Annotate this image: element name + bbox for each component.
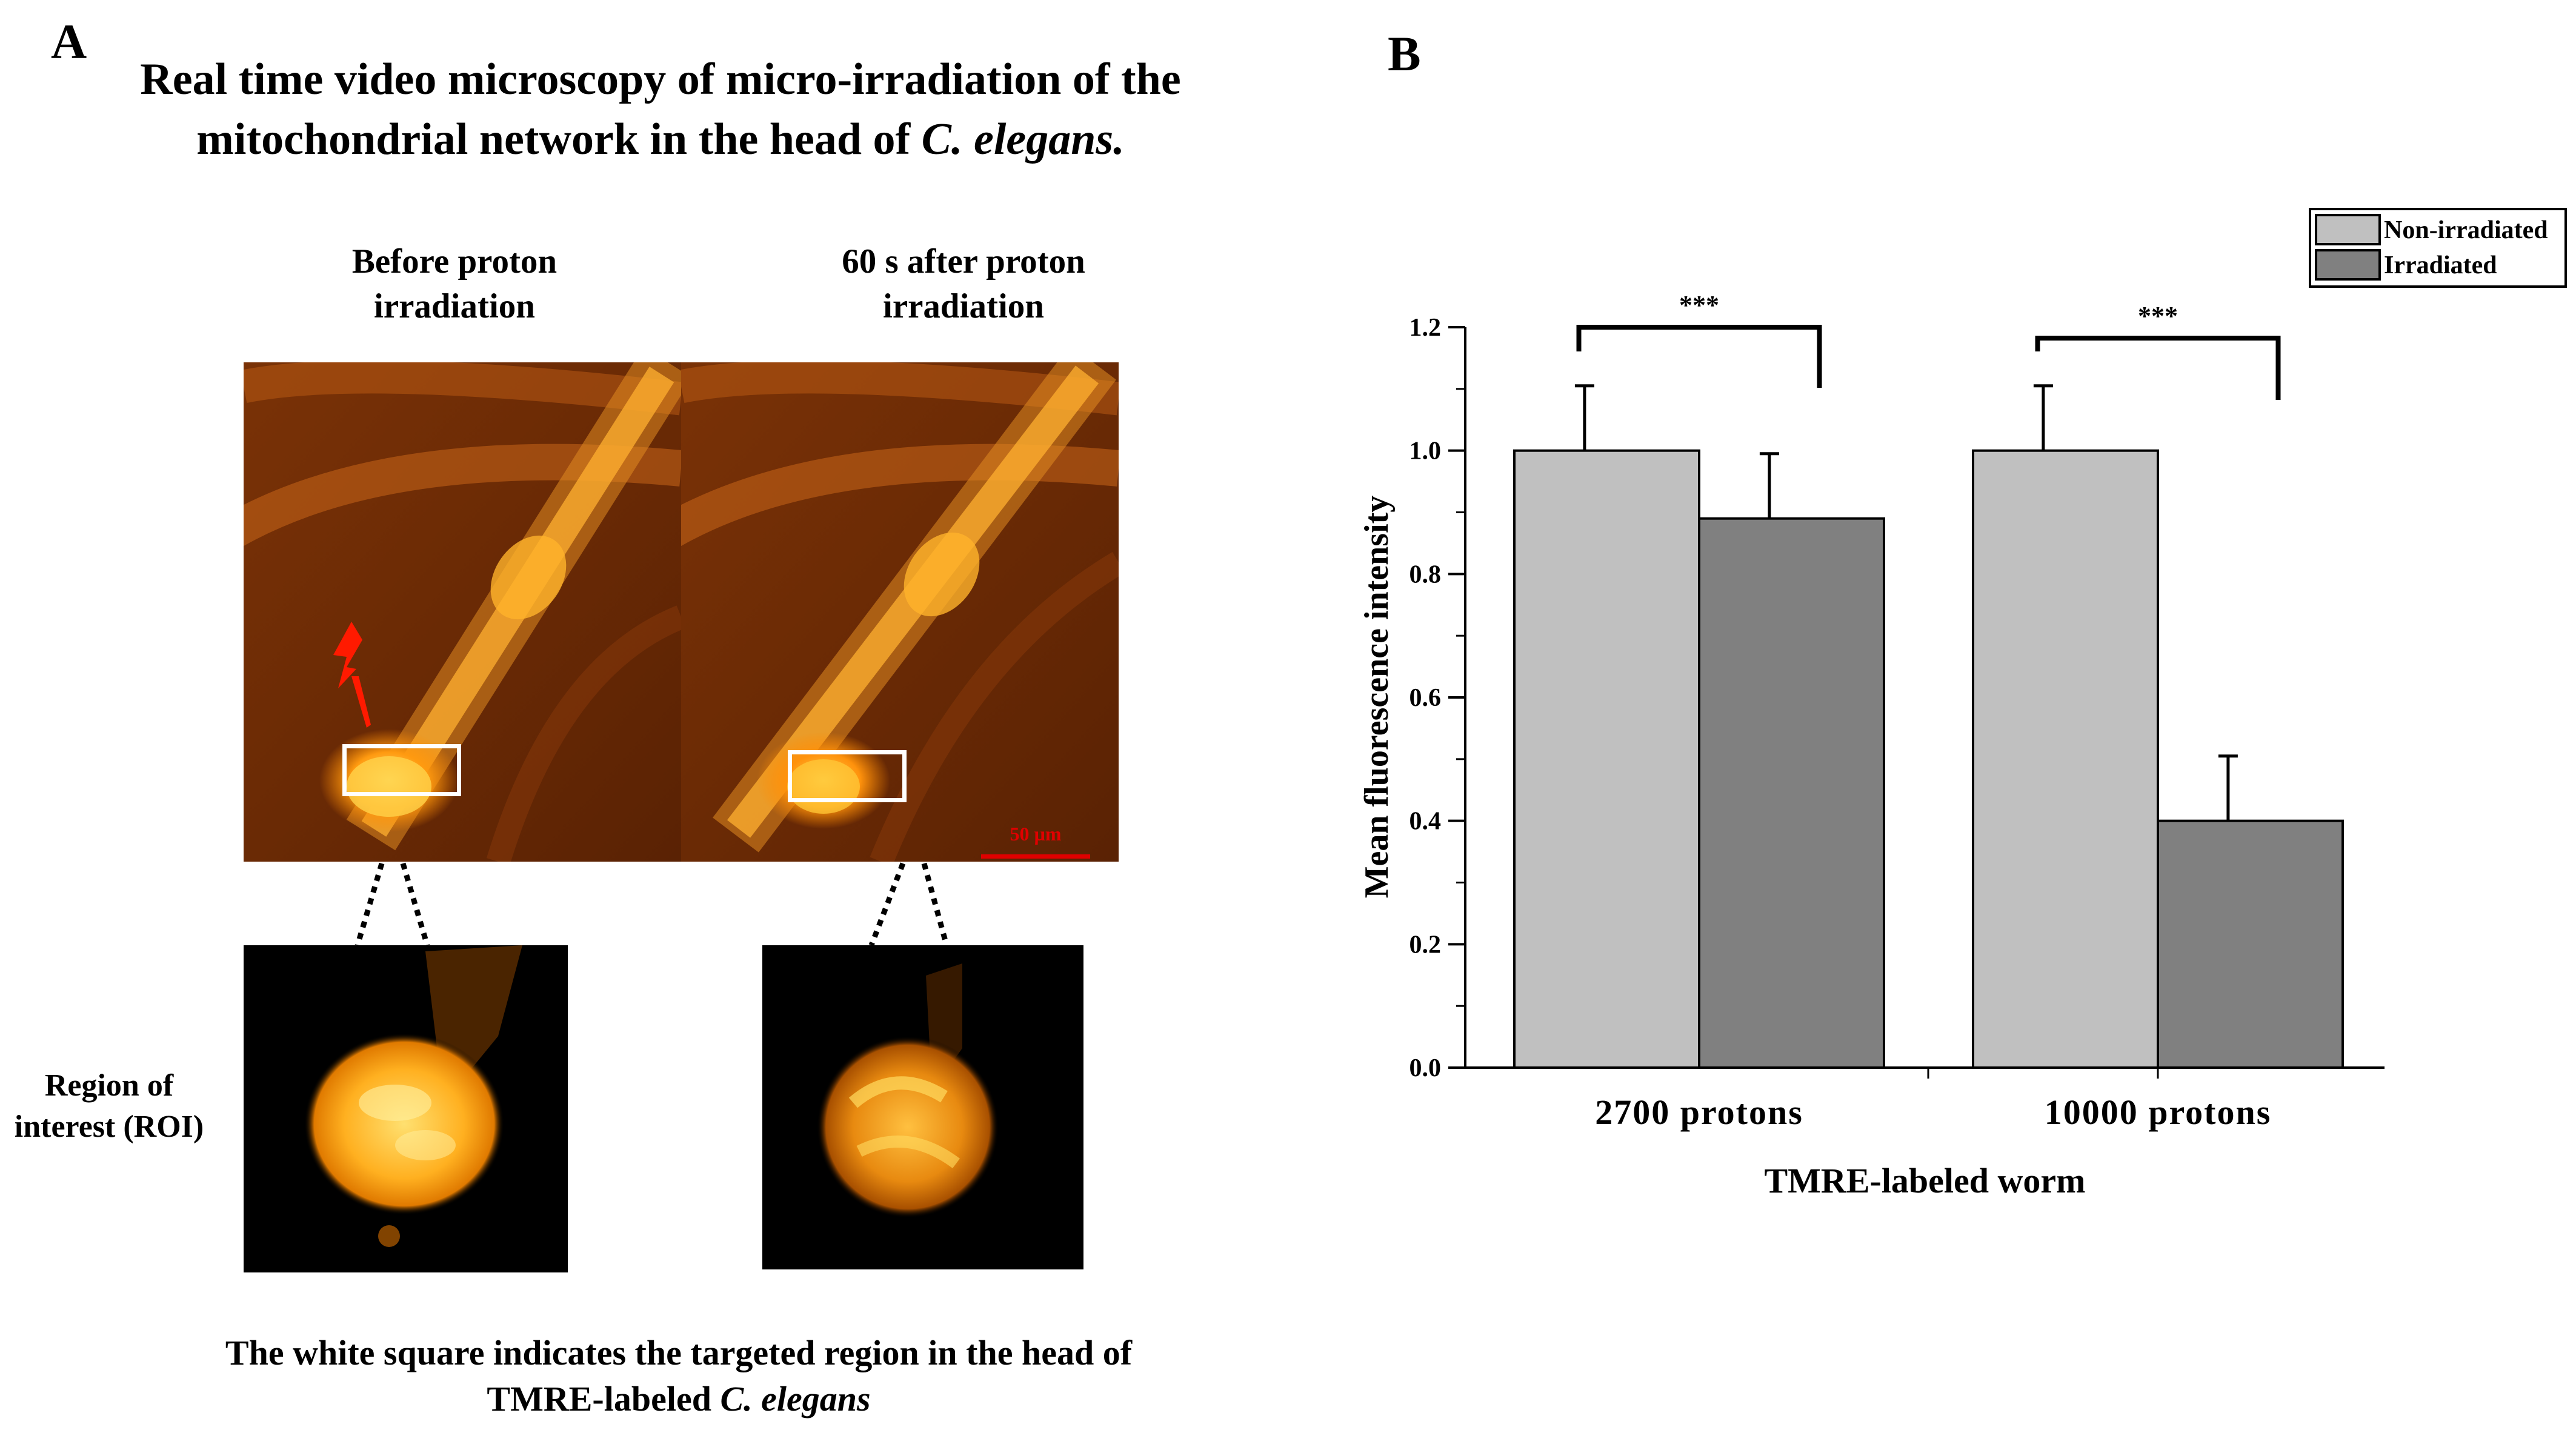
title-line-2: mitochondrial network in the head of C. …	[91, 110, 1230, 170]
panel-a-caption: The white square indicates the targeted …	[109, 1330, 1248, 1422]
zoom-line-before-left	[354, 862, 385, 946]
caption-line-2-text: TMRE-labeled	[487, 1379, 711, 1418]
caption-line-2: TMRE-labeled C. elegans	[109, 1376, 1248, 1422]
zoom-line-before-right	[400, 862, 430, 946]
significance-label: ***	[2138, 301, 2178, 331]
legend-label: Non-irradiated	[2384, 216, 2548, 244]
panel-a-letter: A	[51, 14, 87, 69]
y-tick-label: 0.6	[1409, 684, 1442, 712]
roi-label-line-2: interest (ROI)	[14, 1109, 204, 1144]
y-tick-label: 0.0	[1409, 1054, 1442, 1082]
x-tick-label: 10000 protons	[2045, 1092, 2272, 1132]
roi-label-line-1: Region of	[44, 1068, 174, 1103]
roi-marker-after	[788, 750, 907, 802]
bar-irradiated	[1698, 517, 1885, 1069]
microscopy-image-before	[244, 362, 681, 862]
zoom-line-after-right	[921, 862, 950, 946]
panel-a-title: Real time video microscopy of micro-irra…	[91, 50, 1230, 170]
roi-zoom-after	[762, 945, 1083, 1269]
bar-non-irradiated	[1513, 449, 1700, 1069]
x-tick-label: 2700 protons	[1595, 1092, 1803, 1132]
y-tick-label: 1.2	[1409, 314, 1442, 342]
scale-bar	[981, 854, 1090, 859]
microscopy-image-after: 50 µm	[681, 362, 1119, 862]
legend-swatch	[2315, 214, 2381, 245]
title-line-2-text: mitochondrial network in the head of	[196, 115, 911, 164]
y-tick-label: 1.0	[1409, 437, 1442, 465]
bar-non-irradiated	[1972, 449, 2159, 1069]
before-heading-line-1: Before proton	[351, 242, 557, 281]
before-irradiation-heading: Before proton irradiation	[303, 239, 606, 329]
y-tick-label: 0.8	[1409, 560, 1442, 588]
significance-label: ***	[1679, 290, 1719, 320]
title-line-1: Real time video microscopy of micro-irra…	[140, 55, 1181, 104]
legend-label: Irradiated	[2384, 251, 2497, 279]
after-heading-line-1: 60 s after proton	[842, 242, 1085, 281]
caption-line-1: The white square indicates the targeted …	[225, 1333, 1133, 1372]
y-tick-label: 0.4	[1409, 808, 1442, 836]
after-heading-line-2: irradiation	[883, 287, 1044, 325]
title-species: C. elegans.	[921, 115, 1125, 164]
caption-species: C. elegans	[720, 1379, 871, 1418]
legend-swatch	[2315, 249, 2381, 281]
zoom-line-after-left	[868, 862, 906, 946]
y-axis-label: Mean fluorescence intensity	[1358, 496, 1396, 899]
zoom-connectors	[354, 862, 950, 946]
panel-b-letter: B	[1388, 26, 1421, 81]
roi-zoom-before	[244, 945, 568, 1272]
significance-bracket	[2035, 336, 2281, 400]
x-axis-label: TMRE-labeled worm	[1765, 1161, 2086, 1200]
roi-label: Region of interest (ROI)	[0, 1065, 218, 1148]
y-tick-label: 0.2	[1409, 931, 1442, 959]
bar-irradiated	[2157, 819, 2344, 1069]
before-heading-line-2: irradiation	[374, 287, 535, 325]
after-irradiation-heading: 60 s after proton irradiation	[794, 239, 1133, 329]
roi-marker-before	[342, 744, 461, 796]
scale-bar-label: 50 µm	[1010, 823, 1062, 845]
significance-bracket	[1576, 325, 1822, 388]
lightning-bolt-icon	[333, 622, 371, 728]
